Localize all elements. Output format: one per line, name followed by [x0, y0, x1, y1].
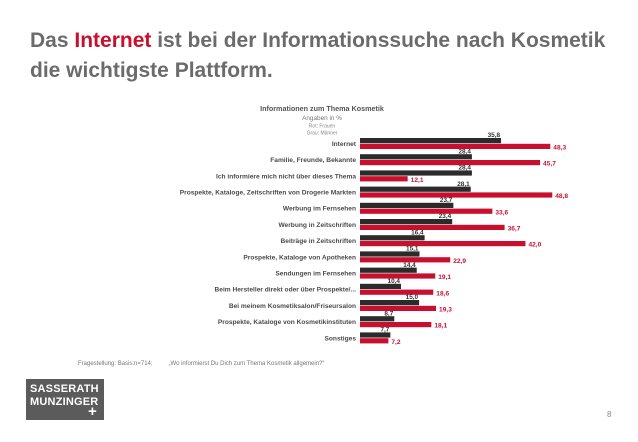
bar-men [360, 170, 472, 176]
value-label-men: 16,4 [411, 229, 424, 236]
bar-women [360, 160, 541, 166]
value-label-women: 22,9 [453, 258, 466, 265]
bar-men [360, 235, 425, 241]
bar-women [360, 338, 389, 344]
title-accent: Internet [74, 29, 152, 52]
bar-men [360, 138, 502, 144]
category-label: Familie, Freunde, Bekannte [270, 157, 356, 164]
value-label-men: 7,7 [380, 327, 389, 334]
category-label: Werbung in Zeitschriften [278, 222, 356, 229]
category-label: Beiträge in Zeitschriften [281, 238, 356, 245]
value-label-men: 10,4 [388, 278, 401, 285]
value-label-men: 14,4 [403, 262, 416, 269]
value-label-men: 23,7 [440, 197, 453, 204]
bar-men [360, 202, 454, 208]
chart-title: Informationen zum Thema Kosmetik [260, 104, 384, 113]
value-label-women: 18,1 [434, 323, 447, 330]
logo-line-1: SASSERATH [30, 383, 99, 395]
value-label-men: 23,4 [439, 213, 452, 220]
value-label-women: 19,3 [439, 307, 452, 314]
bar-women [360, 257, 451, 263]
bar-women [360, 143, 551, 149]
category-label: Sendungen im Fernsehen [275, 271, 356, 278]
category-label: Prospekte, Kataloge von Apotheken [243, 254, 356, 261]
value-label-men: 8,7 [384, 310, 393, 317]
value-label-women: 33,6 [495, 209, 508, 216]
slide-title: Das Internet ist bei der Informationssuc… [30, 26, 620, 86]
legend-note-women: Rot: Frauen [309, 124, 336, 130]
value-label-women: 12,1 [411, 177, 424, 184]
value-label-men: 35,8 [488, 132, 501, 139]
logo-line-2: MUNZINGER [30, 396, 99, 408]
bar-women [360, 176, 408, 182]
value-label-women: 19,1 [438, 274, 451, 281]
footnote-basis: Fragestellung: Basis:n=714; [78, 361, 153, 367]
bar-men [360, 154, 472, 160]
value-label-women: 36,7 [508, 226, 521, 233]
bar-men [360, 186, 471, 192]
value-label-women: 48,3 [553, 145, 566, 152]
value-label-men: 15,1 [406, 246, 419, 253]
title-part-2: ist bei der Informationssuche nach Kosme… [30, 29, 606, 82]
bar-women [360, 208, 493, 214]
category-label: Prospekte, Kataloge, Zeitschriften von D… [180, 190, 356, 197]
category-label: Bei meinem Kosmetiksalon/Friseursalon [229, 303, 356, 310]
value-label-men: 28,4 [458, 148, 471, 155]
value-label-men: 15,0 [406, 294, 419, 301]
category-label: Ich informiere mich nicht über dieses Th… [216, 173, 356, 180]
bar-women [360, 192, 553, 198]
logo-plus-icon: + [88, 403, 97, 420]
value-label-men: 28,1 [457, 181, 470, 188]
value-label-women: 45,7 [543, 161, 556, 168]
page-number: 8 [607, 410, 612, 419]
chart-subtitle: Angaben in % [302, 115, 342, 122]
bar-men [360, 332, 391, 338]
value-label-men: 28,4 [458, 165, 471, 172]
value-label-women: 48,8 [555, 193, 568, 200]
bar-men [360, 283, 401, 289]
bar-women [360, 322, 432, 328]
bar-men [360, 316, 395, 322]
bar-women [360, 273, 436, 279]
footnote: Fragestellung: Basis:n=714; „Wo informier… [78, 361, 324, 367]
bar-men [360, 219, 453, 225]
title-part-1: Das [30, 29, 75, 52]
bar-women [360, 289, 434, 295]
bar-men [360, 300, 420, 306]
bar-women [360, 241, 526, 247]
value-label-women: 7,2 [391, 339, 400, 346]
bar-men [360, 267, 417, 273]
value-label-women: 42,0 [528, 242, 541, 249]
company-logo: SASSERATH MUNZINGER + [26, 379, 104, 420]
category-label: Sonstiges [324, 335, 356, 342]
bar-men [360, 251, 420, 257]
category-label: Werbung im Fernsehen [283, 206, 356, 213]
category-label: Prospekte, Kataloge von Kosmetikinstitut… [218, 319, 356, 326]
value-label-women: 18,6 [436, 290, 449, 297]
footnote-question: „Wo informierst Du Dich zum Thema Kosmet… [168, 361, 325, 367]
bar-women [360, 305, 437, 311]
bar-women [360, 224, 505, 230]
category-label: Beim Hersteller direkt oder über Prospek… [215, 287, 357, 294]
category-label: Internet [332, 141, 357, 148]
legend-note-men: Grau: Männer [307, 131, 338, 137]
